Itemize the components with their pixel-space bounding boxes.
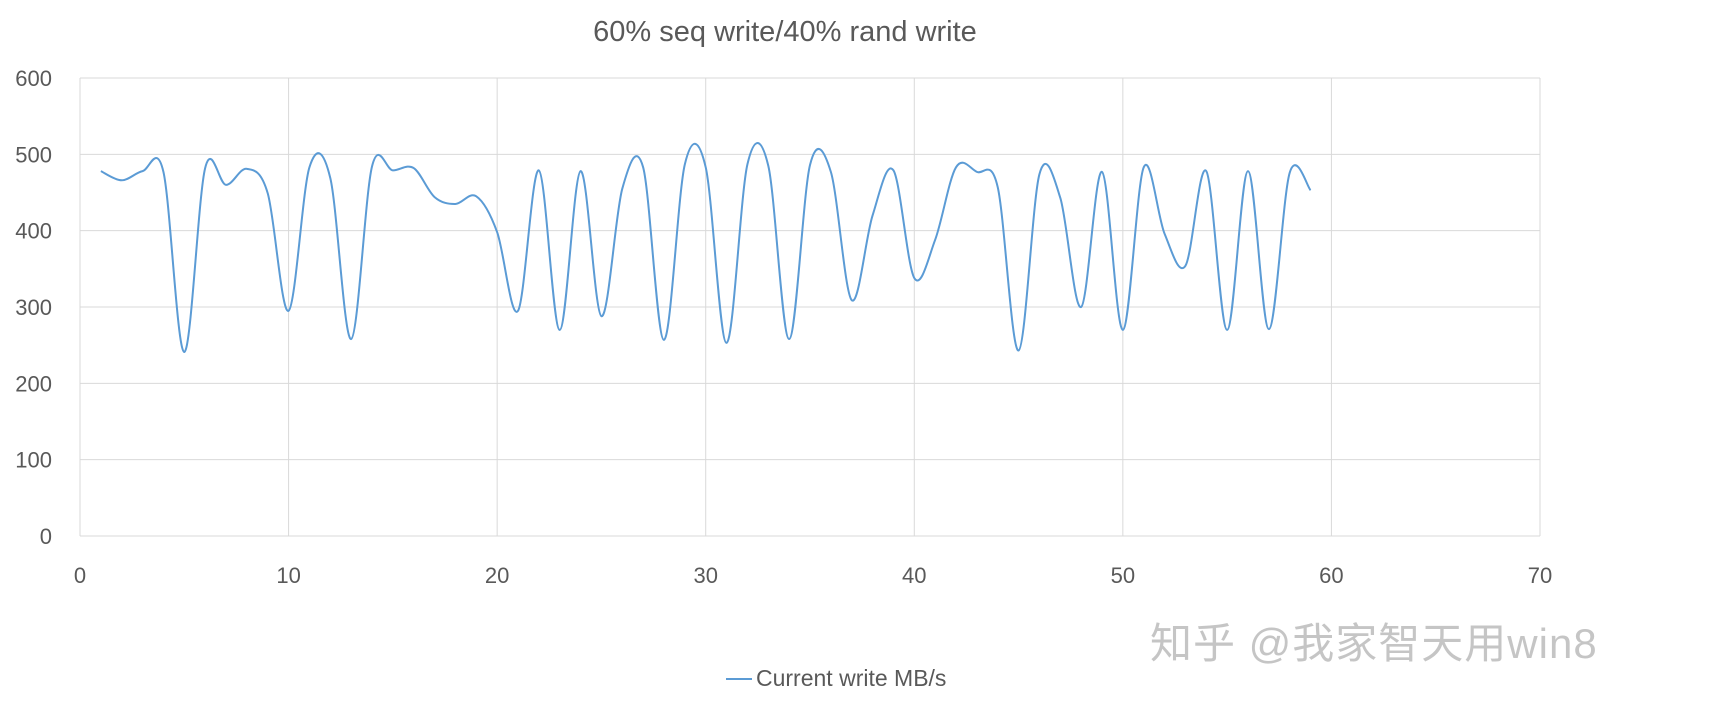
x-tick-label: 0 (74, 563, 86, 588)
legend-label: Current write MB/s (756, 665, 947, 691)
x-tick-label: 70 (1528, 563, 1552, 588)
y-tick-label: 200 (15, 371, 52, 396)
y-tick-label: 100 (15, 448, 52, 473)
y-tick-label: 600 (15, 66, 52, 91)
x-tick-label: 60 (1319, 563, 1343, 588)
y-tick-label: 400 (15, 219, 52, 244)
legend-swatch (726, 677, 752, 680)
x-tick-label: 40 (902, 563, 926, 588)
x-tick-label: 10 (276, 563, 300, 588)
series-line (100, 142, 1312, 354)
y-tick-label: 300 (15, 295, 52, 320)
chart-title: 60% seq write/40% rand write (593, 16, 977, 48)
legend: Current write MB/s (726, 665, 946, 692)
x-tick-label: 30 (693, 563, 717, 588)
y-tick-label: 500 (15, 142, 52, 167)
x-tick-label: 50 (1111, 563, 1135, 588)
x-tick-label: 20 (485, 563, 509, 588)
watermark: 知乎 @我家智天用win8 (1150, 620, 1598, 667)
y-tick-label: 0 (40, 524, 52, 549)
